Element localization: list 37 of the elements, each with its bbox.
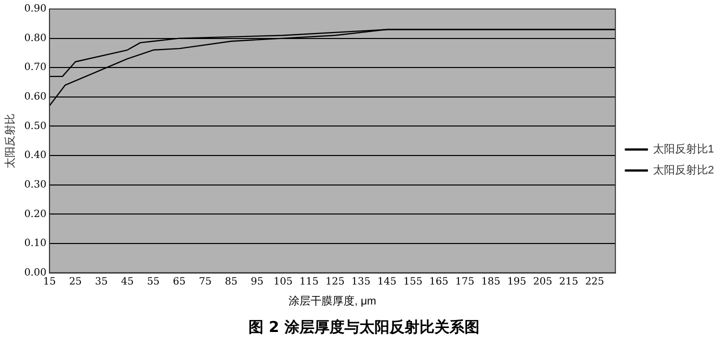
y-tick-label: 0.30 bbox=[24, 179, 46, 190]
y-axis-title: 太阳反射比 bbox=[4, 113, 17, 168]
x-tick-label: 75 bbox=[198, 276, 212, 288]
x-axis-title: 涂层干膜厚度, μm bbox=[288, 294, 376, 308]
x-tick-label: 215 bbox=[559, 276, 578, 288]
x-tick-label: 25 bbox=[69, 276, 82, 288]
x-tick-label: 45 bbox=[120, 276, 134, 288]
x-tick-label: 105 bbox=[274, 276, 293, 288]
y-tick-label: 0.90 bbox=[24, 4, 46, 15]
x-tick-label: 165 bbox=[429, 276, 448, 288]
y-tick-label: 0.50 bbox=[24, 120, 46, 132]
x-tick-label: 195 bbox=[507, 276, 526, 288]
x-tick-label: 225 bbox=[585, 276, 604, 288]
x-tick-label: 185 bbox=[481, 276, 500, 288]
x-tick-label: 205 bbox=[533, 276, 552, 288]
y-tick-label: 0.00 bbox=[24, 267, 46, 278]
y-tick-label: 0.20 bbox=[24, 208, 46, 220]
x-tick-label: 65 bbox=[172, 276, 186, 288]
x-tick-label: 95 bbox=[250, 276, 264, 288]
x-tick-label: 175 bbox=[455, 276, 474, 288]
x-tick-label: 35 bbox=[95, 276, 108, 288]
y-tick-label: 0.40 bbox=[24, 150, 46, 162]
x-tick-label: 15 bbox=[43, 276, 56, 288]
legend-label: 太阳反射比2 bbox=[652, 164, 714, 177]
y-tick-label: 0.80 bbox=[24, 32, 46, 44]
y-tick-label: 0.10 bbox=[24, 238, 46, 250]
x-tick-label: 135 bbox=[351, 276, 371, 288]
x-tick-label: 125 bbox=[325, 276, 345, 288]
x-tick-label: 155 bbox=[403, 276, 422, 288]
x-tick-label: 85 bbox=[224, 276, 238, 288]
y-tick-label: 0.70 bbox=[24, 62, 46, 74]
y-tick-label: 0.60 bbox=[24, 92, 46, 103]
x-tick-label: 115 bbox=[300, 276, 319, 288]
legend-label: 太阳反射比1 bbox=[652, 142, 714, 156]
x-tick-label: 145 bbox=[377, 276, 396, 288]
text: 图 2 涂层厚度与太阳反射比关系图 bbox=[248, 318, 480, 337]
x-tick-label: 55 bbox=[146, 276, 160, 288]
